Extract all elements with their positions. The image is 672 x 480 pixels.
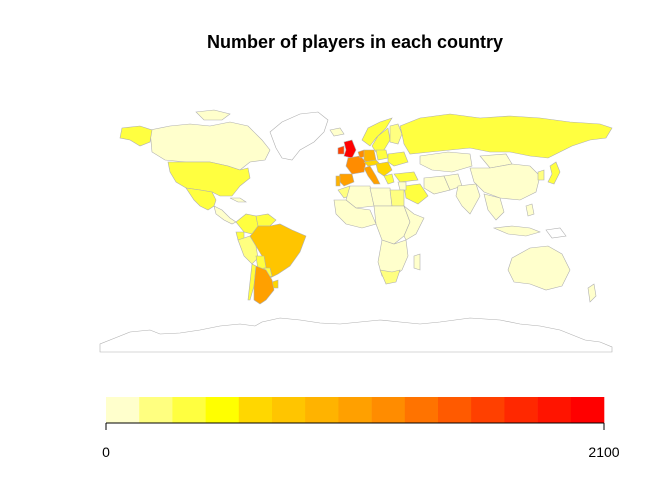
chart-title: Number of players in each country [207, 32, 503, 52]
legend-swatch [570, 397, 605, 423]
country-philippines [525, 203, 535, 217]
legend-swatch [471, 397, 505, 423]
country-indonesia [492, 225, 541, 237]
legend-min-tick-label: 0 [102, 444, 110, 460]
country-greece [383, 173, 395, 185]
country-india [455, 183, 481, 215]
legend-swatch [537, 397, 572, 423]
legend-swatch [139, 397, 173, 423]
country-southern-africa [377, 239, 409, 279]
map [99, 109, 613, 353]
country-poland [375, 149, 389, 161]
country-se-asia [483, 193, 505, 221]
country-portugal [335, 175, 341, 187]
country-japan [547, 161, 561, 185]
legend-swatch [404, 397, 439, 423]
legend-swatch [305, 397, 339, 423]
country-iran [423, 175, 451, 195]
country-norway [361, 117, 393, 147]
country-australia [507, 245, 571, 291]
country-france [345, 155, 367, 175]
country-madagascar [413, 253, 421, 271]
legend-swatch [238, 397, 273, 423]
country-south-africa [379, 269, 401, 285]
country-spain [337, 173, 355, 187]
legend-swatch [205, 397, 240, 423]
legend-swatch [106, 397, 140, 423]
country-iceland [329, 127, 345, 137]
country-levant [397, 181, 407, 191]
legend-swatch [504, 397, 538, 423]
country-ireland [337, 145, 345, 155]
country-papua [545, 227, 567, 239]
legend-max-tick-label: 2100 [588, 444, 619, 460]
color-legend: 0 2100 [102, 397, 620, 460]
country-east-africa [403, 205, 425, 241]
country-canada [149, 121, 271, 171]
country-uk [343, 139, 357, 159]
country-egypt [389, 189, 405, 207]
country-algeria [345, 185, 375, 209]
country-usa [167, 161, 251, 197]
country-turkey [393, 171, 419, 183]
country-venezuela [255, 213, 277, 227]
legend-swatch [172, 397, 206, 423]
country-central-america [213, 205, 237, 225]
country-greenland [269, 111, 329, 161]
country-new-zealand [587, 283, 597, 303]
legend-swatch [371, 397, 406, 423]
country-libya [369, 187, 393, 207]
country-balkans [375, 161, 393, 177]
legend-swatch [272, 397, 306, 423]
country-canada-arctic [195, 109, 231, 121]
legend-swatch [338, 397, 372, 423]
country-kazakhstan [419, 151, 473, 173]
country-finland [389, 123, 403, 145]
country-central-africa [373, 205, 411, 245]
country-cuba [229, 197, 247, 203]
country-russia [399, 113, 613, 159]
country-alaska [119, 125, 153, 147]
country-argentina [253, 265, 275, 305]
country-italy [363, 165, 381, 185]
country-korea [537, 169, 545, 181]
country-china [469, 163, 541, 201]
country-antarctica [99, 317, 613, 353]
country-ukraine [387, 151, 409, 167]
legend-swatch [438, 397, 472, 423]
country-saudi-arabia [403, 183, 429, 205]
